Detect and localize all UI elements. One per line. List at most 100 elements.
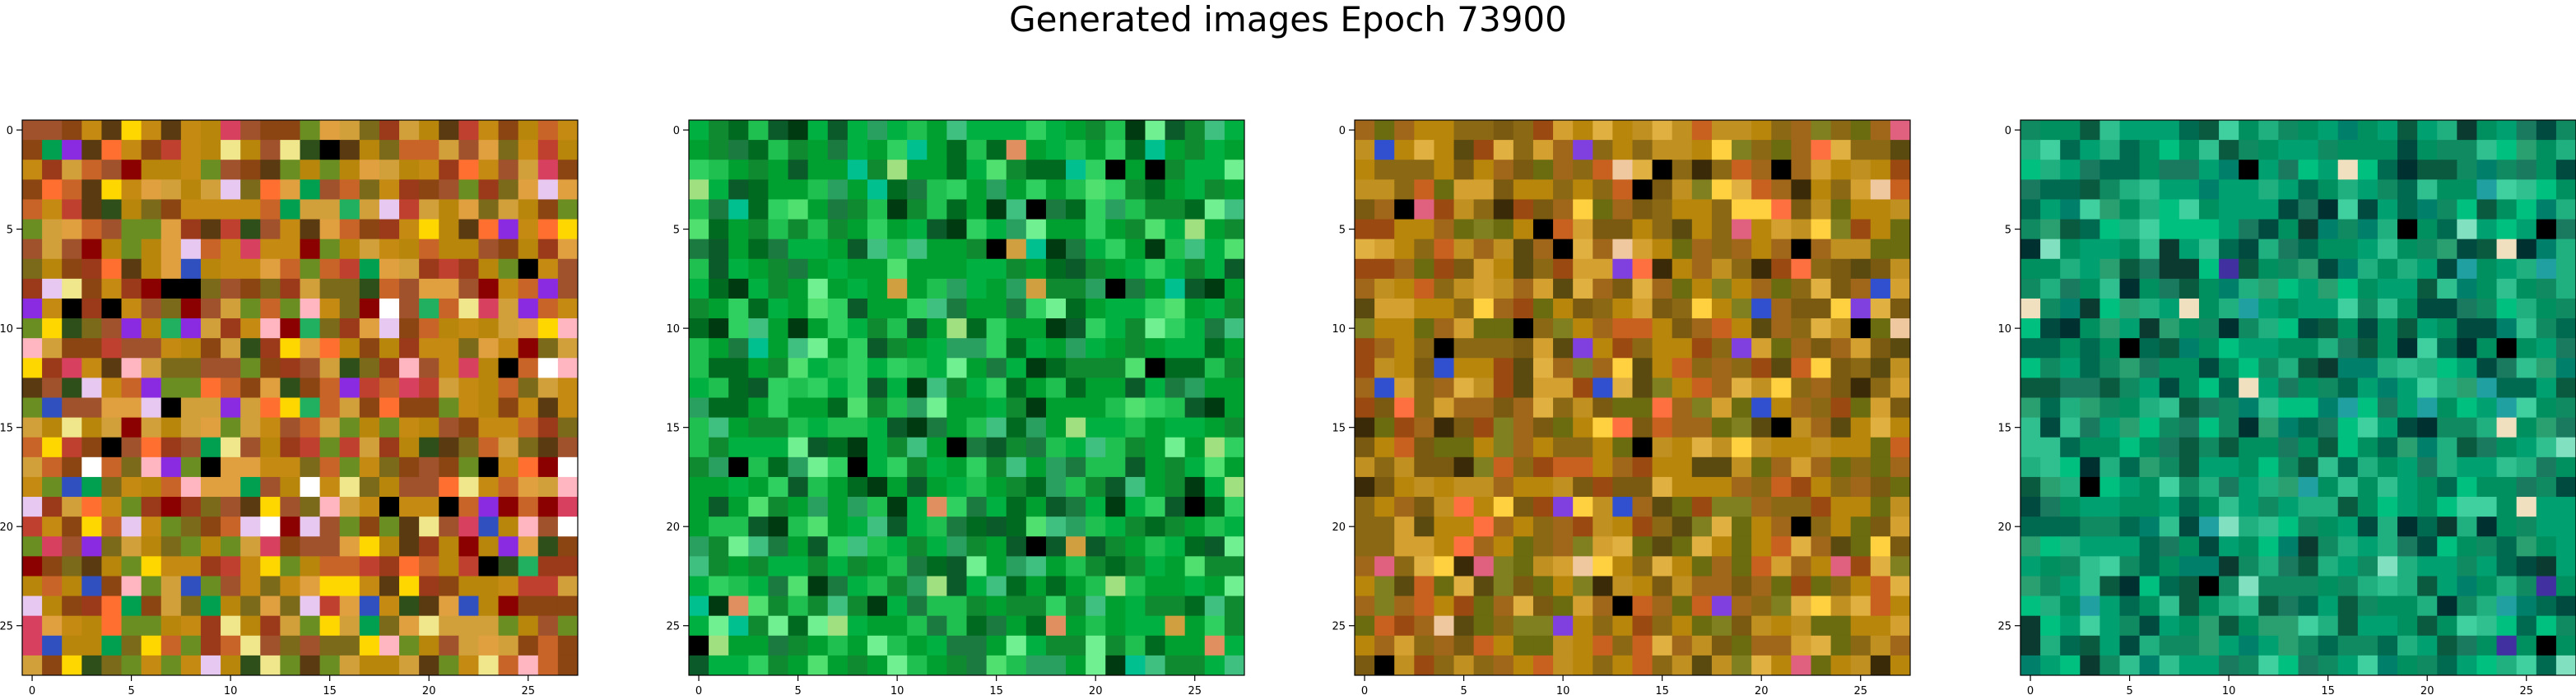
heatmap-cell <box>1454 636 1475 656</box>
heatmap-cell <box>1811 199 1831 220</box>
heatmap-cell <box>967 299 988 319</box>
heatmap-cell <box>2199 220 2220 240</box>
heatmap-cell <box>1653 497 1673 517</box>
heatmap-cell <box>419 457 439 478</box>
heatmap-cell <box>1890 120 1911 141</box>
heatmap-cell <box>1712 616 1732 637</box>
heatmap-cell <box>728 279 749 299</box>
heatmap-cell <box>907 239 928 260</box>
heatmap-cell <box>887 576 908 596</box>
heatmap-cell <box>161 179 182 200</box>
heatmap-cell <box>1007 199 1027 220</box>
heatmap-cell <box>2378 457 2398 478</box>
heatmap-cell <box>2338 517 2359 537</box>
heatmap-cell <box>42 656 63 676</box>
heatmap-cell <box>808 120 829 141</box>
heatmap-cell <box>1573 576 1593 596</box>
heatmap-cell <box>1653 259 1673 280</box>
heatmap-cell <box>62 179 82 200</box>
heatmap-cell <box>1105 556 1126 577</box>
heatmap-cell <box>1454 299 1475 319</box>
heatmap-cell <box>808 179 829 200</box>
heatmap-cell <box>2437 160 2457 180</box>
heatmap-cell <box>340 279 360 299</box>
heatmap-cell <box>2397 239 2418 260</box>
heatmap-cell <box>62 239 82 260</box>
heatmap-cell <box>1851 318 1872 339</box>
heatmap-cell <box>1007 120 1027 141</box>
heatmap-cell <box>1474 616 1495 637</box>
heatmap-cell <box>1791 576 1811 596</box>
heatmap-cell <box>439 179 459 200</box>
heatmap-cell <box>1355 636 1375 656</box>
heatmap-cell <box>1105 497 1126 517</box>
heatmap-cell <box>499 140 519 160</box>
heatmap-cell <box>2397 636 2418 656</box>
heatmap-cell <box>2239 656 2259 676</box>
heatmap-cell <box>142 279 162 299</box>
heatmap-cell <box>2378 179 2398 200</box>
heatmap-cell <box>518 636 539 656</box>
heatmap-cell <box>260 140 281 160</box>
heatmap-cell <box>2536 338 2557 359</box>
heatmap-cell <box>2219 239 2239 260</box>
heatmap-cell <box>1165 398 1186 419</box>
y-tick-label: 25 <box>1997 621 2011 633</box>
heatmap-cell <box>1125 358 1146 378</box>
heatmap-cell <box>360 239 380 260</box>
heatmap-cell <box>478 576 499 596</box>
heatmap-cell <box>439 259 459 280</box>
heatmap-cell <box>1434 299 1454 319</box>
heatmap-cell <box>2160 120 2180 141</box>
heatmap-cell <box>848 596 868 617</box>
heatmap-cell <box>2299 120 2319 141</box>
heatmap-cell <box>1653 279 1673 299</box>
heatmap-cell <box>2239 418 2259 438</box>
heatmap-cell <box>2020 338 2041 359</box>
heatmap-cell <box>161 418 182 438</box>
heatmap-cell <box>1633 299 1653 319</box>
heatmap-cell <box>101 160 122 180</box>
heatmap-cell <box>1672 457 1693 478</box>
heatmap-cell <box>1514 556 1534 577</box>
heatmap-cell <box>478 438 499 458</box>
heatmap-cell <box>808 279 829 299</box>
x-tick-label: 20 <box>2420 685 2434 695</box>
heatmap-cell <box>1474 536 1495 557</box>
heatmap-cell <box>2556 576 2576 596</box>
heatmap-cell <box>1225 576 1245 596</box>
heatmap-cell <box>2338 596 2359 617</box>
heatmap-cell <box>1066 616 1086 637</box>
heatmap-cell <box>2457 438 2477 458</box>
heatmap-cell <box>340 517 360 537</box>
heatmap-cell <box>1672 259 1693 280</box>
heatmap-cell <box>81 358 102 378</box>
x-tick-label: 10 <box>1556 685 1570 695</box>
heatmap-cell <box>2199 199 2220 220</box>
heatmap-cell <box>1374 160 1395 180</box>
heatmap-cell <box>2120 616 2141 637</box>
heatmap-cell <box>458 457 479 478</box>
heatmap-cell <box>1533 179 1554 200</box>
heatmap-cell <box>538 318 559 339</box>
heatmap-cell <box>946 536 967 557</box>
heatmap-cell <box>2080 616 2100 637</box>
heatmap-cell <box>2299 398 2319 419</box>
heatmap-cell <box>1612 120 1633 141</box>
heatmap-cell <box>728 338 749 359</box>
heatmap-cell <box>340 378 360 398</box>
heatmap-cell <box>62 656 82 676</box>
heatmap-cell <box>300 120 321 141</box>
heatmap-cell <box>101 656 122 676</box>
heatmap-cell <box>2020 358 2041 378</box>
heatmap-cell <box>2378 318 2398 339</box>
heatmap-cell <box>2179 160 2200 180</box>
heatmap-cell <box>828 259 849 280</box>
heatmap-cell <box>1553 199 1574 220</box>
heatmap-cell <box>808 398 829 419</box>
heatmap-cell <box>2417 576 2438 596</box>
heatmap-cell <box>2278 517 2299 537</box>
heatmap-cell <box>2179 140 2200 160</box>
heatmap-cell <box>419 239 439 260</box>
heatmap-cell <box>1672 398 1693 419</box>
